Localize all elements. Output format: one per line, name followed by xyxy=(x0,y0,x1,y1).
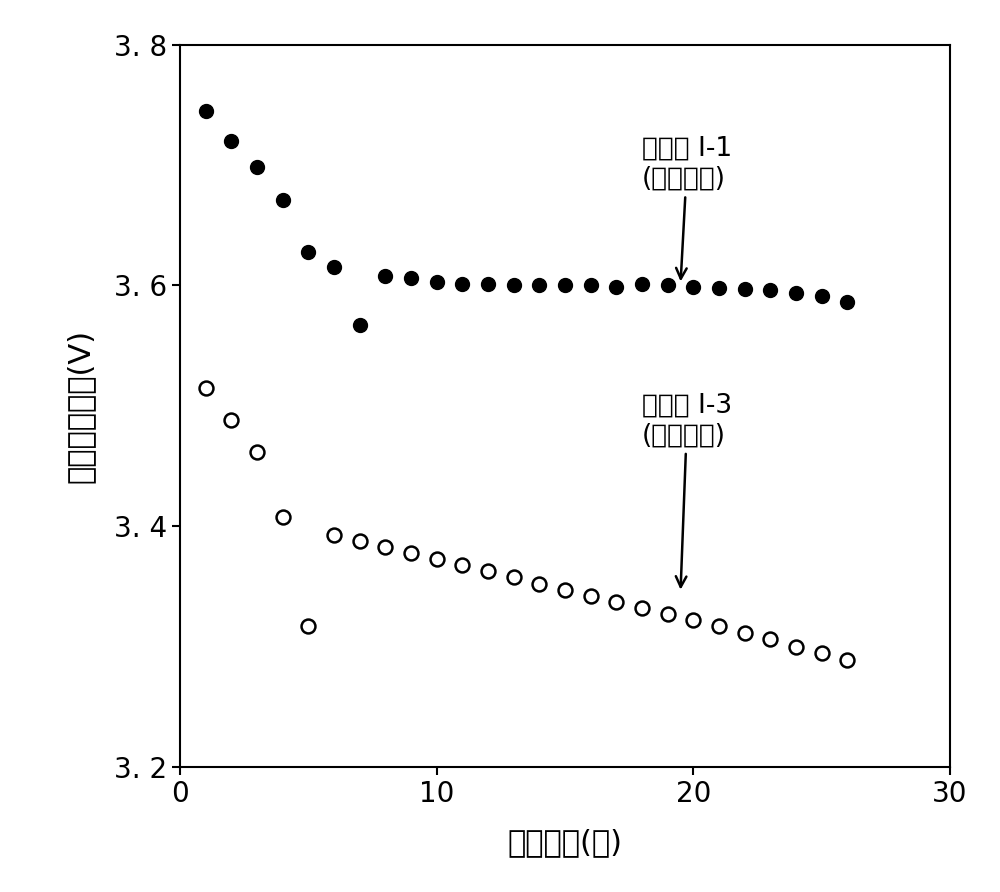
Y-axis label: 平均放电电压(V): 平均放电电压(V) xyxy=(65,329,94,483)
Text: 比较例 I-3
(电压降大): 比较例 I-3 (电压降大) xyxy=(642,392,732,587)
Text: 实施例 I-1
(电压降小): 实施例 I-1 (电压降小) xyxy=(642,136,732,278)
X-axis label: 循环次数(次): 循环次数(次) xyxy=(508,828,622,856)
